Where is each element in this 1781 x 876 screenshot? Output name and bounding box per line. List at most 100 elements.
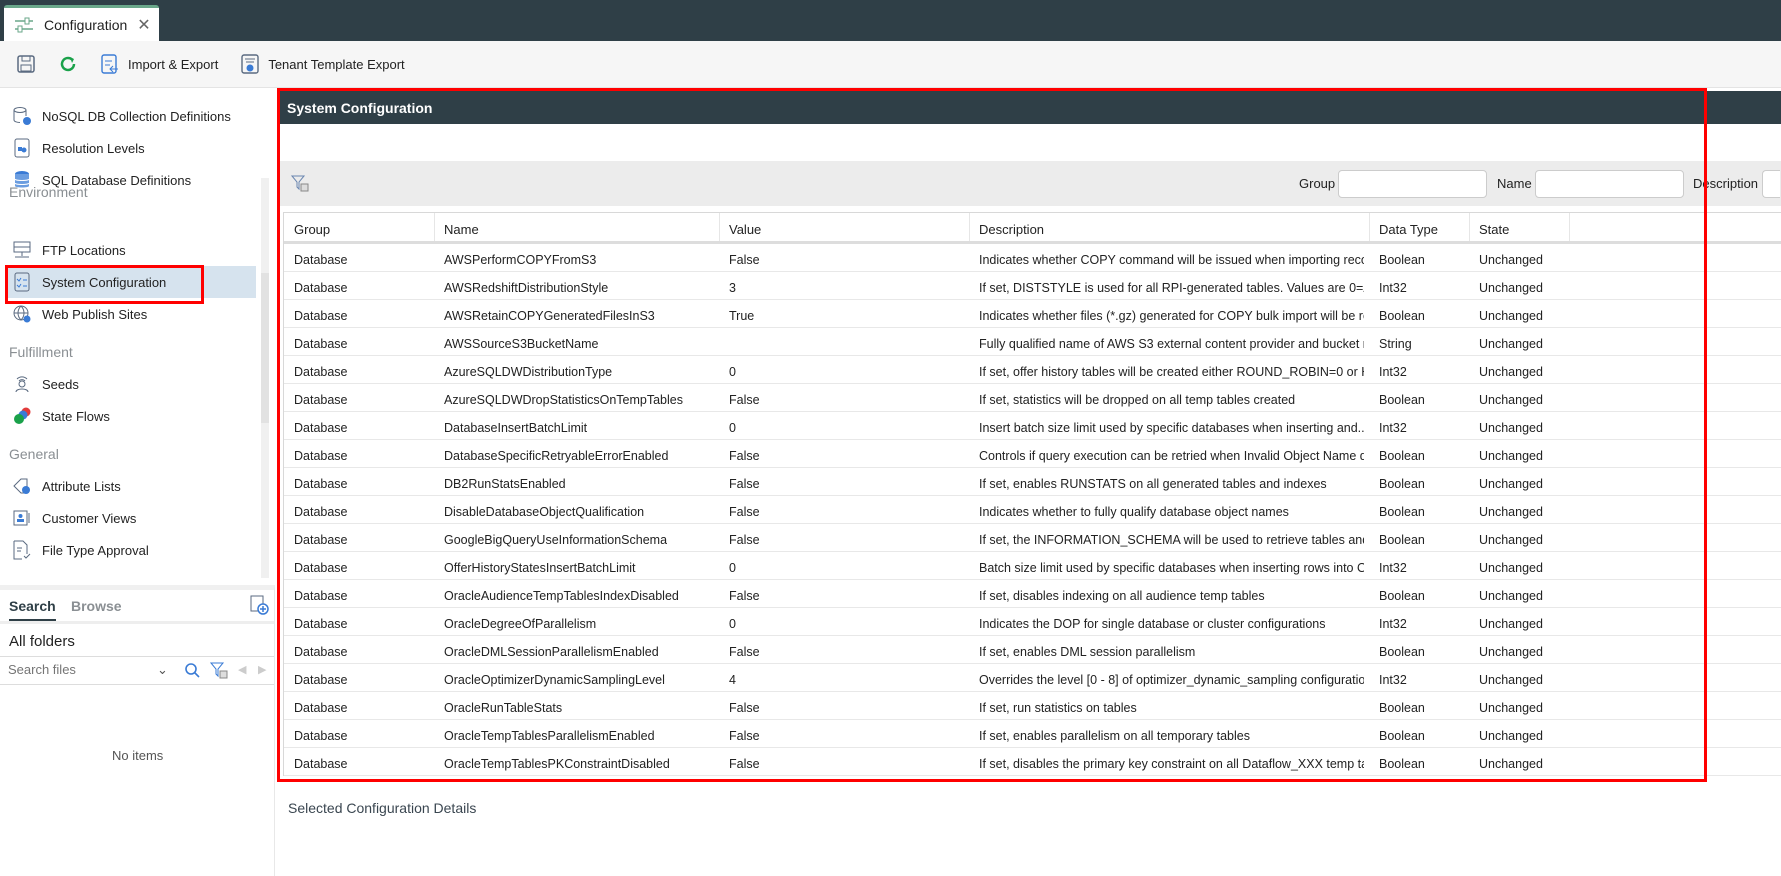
table-row[interactable]: Database AzureSQLDWDropStatisticsOnTempTa… (284, 384, 1781, 412)
table-row[interactable]: Database OracleDegreeOfParallelism 0 Indica… (284, 608, 1781, 636)
column-header-value[interactable]: Value (729, 222, 762, 237)
sidebar-item-state-flows[interactable]: State Flows (12, 400, 110, 432)
cell-group: Database (294, 477, 348, 491)
cell-description: Indicates whether files (*.gz) generated… (979, 309, 1364, 323)
table-row[interactable]: Database OracleTempTablesPKConstraintDisa… (284, 748, 1781, 776)
column-header-description[interactable]: Description (979, 222, 1045, 237)
cell-description: Fully qualified name of AWS S3 external … (979, 337, 1364, 351)
sidebar-item-system-configuration[interactable]: System Configuration (8, 266, 256, 298)
table-row[interactable]: Database OracleOptimizerDynamicSamplingLe… (284, 664, 1781, 692)
file-check-icon (12, 540, 32, 560)
cell-data-type: Int32 (1379, 617, 1407, 631)
cell-name: OracleTempTablesPKConstraintDisabled (444, 757, 670, 771)
sidebar-item-resolution-levels[interactable]: Resolution Levels (12, 132, 145, 164)
filter-icon[interactable] (290, 175, 309, 196)
cell-description: Indicates the DOP for single database or… (979, 617, 1326, 631)
sidebar-nav: NoSQL DB Collection Definitions Resoluti… (0, 88, 275, 585)
column-header-name[interactable]: Name (444, 222, 479, 237)
column-header-state[interactable]: State (1479, 222, 1510, 237)
sidebar-item-ftp-locations[interactable]: FTP Locations (12, 234, 126, 266)
table-row[interactable]: Database AWSPerformCOPYFromS3 False Indicat… (284, 244, 1781, 272)
tab-bar (0, 0, 1781, 41)
table-row[interactable]: Database AWSRetainCOPYGeneratedFilesInS3 T… (284, 300, 1781, 328)
tab-search[interactable]: Search (9, 598, 56, 622)
sidebar-item-file-type-approval[interactable]: File Type Approval (12, 534, 149, 566)
table-row[interactable]: Database AzureSQLDWDistributionType 0 If se… (284, 356, 1781, 384)
sidebar-item-sql-database-definitions[interactable]: SQL Database Definitions (12, 164, 191, 196)
table-row[interactable]: Database DatabaseSpecificRetryableErrorEn… (284, 440, 1781, 468)
cell-state: Unchanged (1479, 253, 1543, 267)
section-fulfillment: Fulfillment (9, 344, 73, 360)
panel-title: System Configuration (278, 91, 1781, 124)
checklist-icon (12, 272, 32, 292)
cell-data-type: Boolean (1379, 309, 1425, 323)
sidebar-scrollbar[interactable] (261, 178, 269, 578)
tenant-template-export-button[interactable]: Tenant Template Export (240, 54, 405, 74)
cell-data-type: Boolean (1379, 253, 1425, 267)
cell-data-type: Boolean (1379, 701, 1425, 715)
cell-name: OracleRunTableStats (444, 701, 563, 715)
globe-icon (12, 304, 32, 324)
name-filter-input[interactable] (1535, 170, 1684, 198)
cell-name: OracleAudienceTempTablesIndexDisabled (444, 589, 679, 603)
cell-value: False (729, 533, 760, 547)
cell-state: Unchanged (1479, 701, 1543, 715)
cell-name: AzureSQLDWDistributionType (444, 365, 613, 379)
cell-group: Database (294, 309, 348, 323)
cell-name: AWSSourceS3BucketName (444, 337, 599, 351)
search-files-row: ⌄ ◀ ▶ (0, 656, 274, 685)
search-files-input[interactable] (8, 662, 148, 677)
tab-browse[interactable]: Browse (71, 598, 122, 614)
sidebar-item-attribute-lists[interactable]: Attribute Lists (12, 470, 121, 502)
table-row[interactable]: Database OracleDMLSessionParallelismEnabl… (284, 636, 1781, 664)
column-divider[interactable] (1469, 213, 1470, 241)
filter-icon[interactable] (209, 662, 228, 683)
table-row[interactable]: Database OracleTempTablesParallelismEnabl… (284, 720, 1781, 748)
table-row[interactable]: Database DatabaseInsertBatchLimit 0 Insert … (284, 412, 1781, 440)
cell-data-type: Boolean (1379, 757, 1425, 771)
column-header-group[interactable]: Group (294, 222, 331, 237)
search-icon[interactable] (184, 662, 200, 681)
cell-value: 0 (729, 561, 736, 575)
table-row[interactable]: Database OracleAudienceTempTablesIndexDis… (284, 580, 1781, 608)
column-divider[interactable] (1569, 213, 1570, 241)
group-filter-input[interactable] (1338, 170, 1487, 198)
refresh-button[interactable] (58, 54, 78, 74)
column-divider[interactable] (434, 213, 435, 241)
chevron-down-icon[interactable]: ⌄ (157, 662, 168, 677)
cell-state: Unchanged (1479, 393, 1543, 407)
column-divider[interactable] (1369, 213, 1370, 241)
column-divider[interactable] (719, 213, 720, 241)
table-row[interactable]: Database AWSSourceS3BucketName Fully quali… (284, 328, 1781, 356)
cell-description: If set, disables indexing on all audienc… (979, 589, 1265, 603)
table-row[interactable]: Database DB2RunStatsEnabled False If set, e… (284, 468, 1781, 496)
cell-value: 3 (729, 281, 736, 295)
table-row[interactable]: Database OfferHistoryStatesInsertBatchLim… (284, 552, 1781, 580)
table-row[interactable]: Database AWSRedshiftDistributionStyle 3 If … (284, 272, 1781, 300)
table-row[interactable]: Database DisableDatabaseObjectQualificati… (284, 496, 1781, 524)
cell-data-type: Boolean (1379, 645, 1425, 659)
next-icon[interactable]: ▶ (258, 664, 267, 676)
name-filter-label: Name (1497, 176, 1532, 191)
import-export-button[interactable]: Import & Export (100, 54, 218, 74)
previous-icon[interactable]: ◀ (238, 664, 247, 676)
cell-state: Unchanged (1479, 281, 1543, 295)
sidebar-item-customer-views[interactable]: Customer Views (12, 502, 136, 534)
save-button[interactable] (16, 54, 36, 74)
cell-data-type: Boolean (1379, 505, 1425, 519)
table-row[interactable]: Database GoogleBigQueryUseInformationSche… (284, 524, 1781, 552)
cell-group: Database (294, 729, 348, 743)
close-icon[interactable]: ✕ (137, 16, 151, 34)
cell-state: Unchanged (1479, 365, 1543, 379)
cell-value: False (729, 393, 760, 407)
add-file-icon[interactable] (249, 595, 269, 618)
sidebar-item-nosql-db-collection-definitions[interactable]: NoSQL DB Collection Definitions (12, 100, 231, 132)
column-header-data-type[interactable]: Data Type (1379, 222, 1439, 237)
tab-configuration[interactable]: Configuration ✕ (4, 5, 159, 41)
cell-name: DatabaseSpecificRetryableErrorEnabled (444, 449, 669, 463)
table-row[interactable]: Database OracleRunTableStats False If set, … (284, 692, 1781, 720)
column-divider[interactable] (969, 213, 970, 241)
sidebar-item-web-publish-sites[interactable]: Web Publish Sites (12, 298, 147, 330)
sidebar-item-seeds[interactable]: Seeds (12, 368, 79, 400)
description-filter-input[interactable] (1762, 170, 1780, 198)
